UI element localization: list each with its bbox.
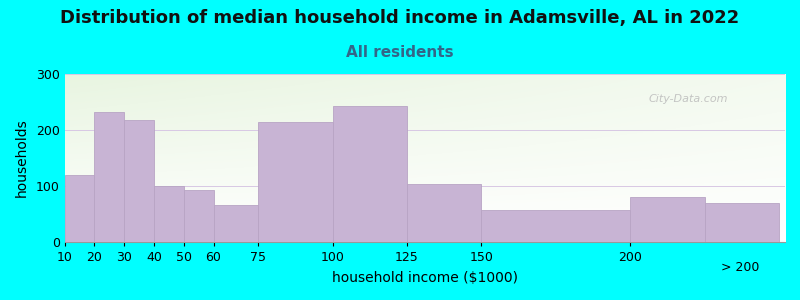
X-axis label: household income ($1000): household income ($1000) [332,271,518,285]
Bar [705,203,779,242]
Y-axis label: households: households [15,118,29,197]
Bar [333,106,407,242]
Text: > 200: > 200 [721,262,759,275]
Bar [258,122,333,242]
Bar [184,190,214,242]
Bar [124,120,154,242]
Text: All residents: All residents [346,45,454,60]
Text: City-Data.com: City-Data.com [648,94,728,104]
Bar [65,175,94,242]
Bar [154,186,184,242]
Bar [214,205,258,242]
Text: Distribution of median household income in Adamsville, AL in 2022: Distribution of median household income … [60,9,740,27]
Bar [407,184,482,242]
Bar [94,112,124,242]
Bar [482,209,630,242]
Bar [630,197,705,242]
